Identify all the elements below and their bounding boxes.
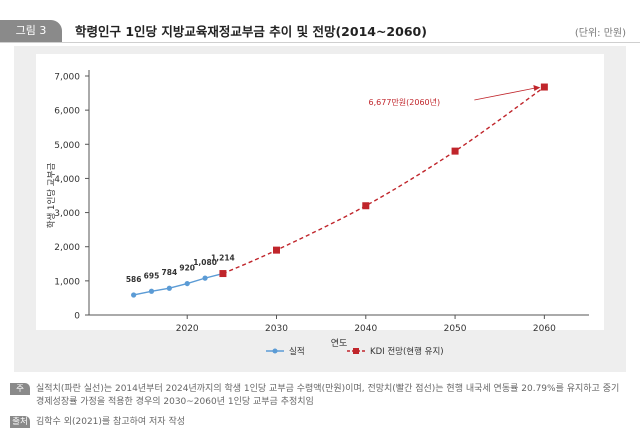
source-tag: 출처 <box>10 416 30 428</box>
plot-area <box>36 54 604 330</box>
forecast-point <box>219 270 227 278</box>
actual-point <box>131 292 137 298</box>
legend: 실적 KDI 전망(현행 유지) <box>266 346 444 357</box>
x-tick-label: 2040 <box>354 324 377 334</box>
y-tick-label: 6,000 <box>54 107 80 117</box>
x-tick-label: 2020 <box>176 324 199 334</box>
source-text: 김학수 외(2021)를 참고하여 저자 작성 <box>36 417 186 427</box>
y-tick-label: 0 <box>74 312 80 322</box>
x-tick-label: 2050 <box>444 324 467 334</box>
figure-title: 학령인구 1인당 지방교육재정교부금 추이 및 전망(2014~2060) <box>75 24 427 39</box>
forecast-point <box>362 202 370 210</box>
figure-header: 그림 3 학령인구 1인당 지방교육재정교부금 추이 및 전망(2014~206… <box>0 0 640 43</box>
legend-actual-label: 실적 <box>289 346 305 357</box>
x-axis-title: 연도 <box>331 338 348 349</box>
x-tick-label: 2030 <box>265 324 288 334</box>
y-tick-label: 7,000 <box>54 73 80 83</box>
note-text: 실적치(파란 실선)는 2014년부터 2024년까지의 학생 1인당 교부금 … <box>36 384 620 407</box>
legend-actual-marker <box>272 348 278 354</box>
legend-forecast-label: KDI 전망(현행 유지) <box>370 346 444 357</box>
y-tick-label: 1,000 <box>54 277 80 287</box>
actual-point <box>202 275 208 281</box>
x-tick-label: 2060 <box>533 324 556 334</box>
header-divider <box>0 42 640 43</box>
forecast-point <box>540 83 548 91</box>
note-tag: 주 <box>10 383 30 395</box>
axes: 0 1,000 2,000 3,000 4,000 5,000 6,000 7,000 2020… <box>46 70 589 349</box>
y-axis-title: 학생 1인당 교부금 <box>46 163 57 229</box>
figure-label: 그림 3 <box>0 20 62 42</box>
annotation-arrow-line <box>474 87 536 101</box>
actual-point <box>148 288 155 294</box>
unit-label: (단위: 만원) <box>574 28 626 39</box>
line-chart: 0 1,000 2,000 3,000 4,000 5,000 6,000 7,000 2020… <box>36 54 604 357</box>
annotation-label: 6,677만원(2060년) <box>369 97 441 107</box>
y-tick-label: 3,000 <box>54 209 80 219</box>
y-tick-label: 5,000 <box>54 141 80 151</box>
series-line-actual <box>133 272 224 296</box>
series-layer <box>131 83 548 298</box>
y-tick-label: 2,000 <box>54 243 80 253</box>
series-line-forecast <box>222 86 545 275</box>
y-tick-label: 4,000 <box>54 175 80 185</box>
forecast-point <box>451 147 459 155</box>
data-label: 1,080 <box>193 258 217 267</box>
annotation-arrowhead <box>533 85 541 92</box>
data-label: 586 <box>126 275 142 284</box>
data-label: 1,214 <box>211 254 235 263</box>
data-label: 920 <box>179 264 195 273</box>
actual-point <box>184 280 190 287</box>
actual-point <box>166 285 172 291</box>
legend-forecast-marker <box>353 348 359 354</box>
data-label: 784 <box>162 268 178 277</box>
data-label: 695 <box>144 271 160 280</box>
forecast-point <box>273 246 280 254</box>
